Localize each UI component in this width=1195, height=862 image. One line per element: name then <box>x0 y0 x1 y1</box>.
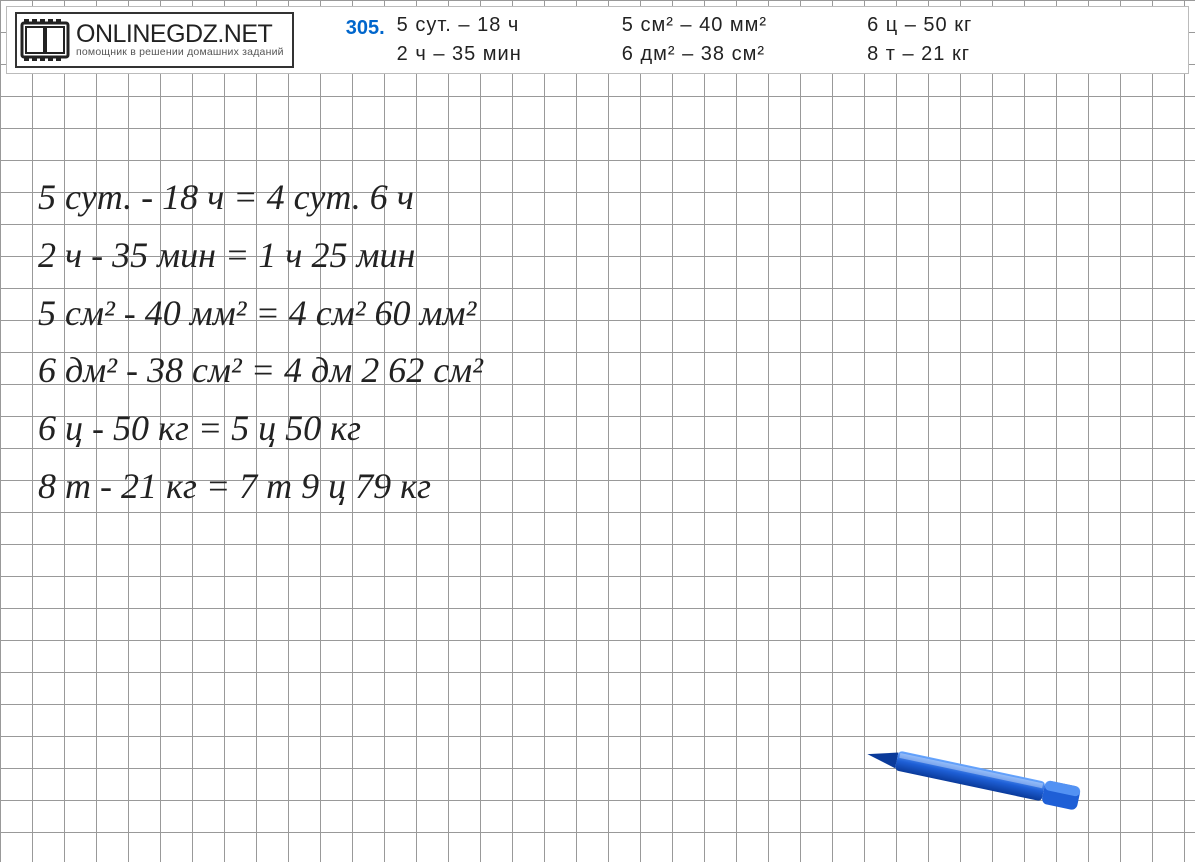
problem-col-1: 5 сут. – 18 ч 2 ч – 35 мин <box>397 14 522 66</box>
logo-subtitle: помощник в решении домашних заданий <box>76 47 284 58</box>
solution-line: 6 ц - 50 кг = 5 ц 50 кг <box>38 401 483 457</box>
logo-title: ONLINEGDZ.NET <box>76 22 284 47</box>
problem-col-3: 6 ц – 50 кг 8 т – 21 кг <box>867 14 972 66</box>
header-strip: ONLINEGDZ.NET помощник в решении домашни… <box>6 6 1189 74</box>
problem-number: 305. <box>346 11 385 40</box>
problem-text: 5 сут. – 18 ч <box>397 14 522 37</box>
solution-line: 8 т - 21 кг = 7 т 9 ц 79 кг <box>38 459 483 515</box>
handwritten-solutions: 5 сут. - 18 ч = 4 сут. 6 ч 2 ч - 35 мин … <box>38 170 483 517</box>
problem-text: 2 ч – 35 мин <box>397 43 522 66</box>
problem-statement: 305. 5 сут. – 18 ч 2 ч – 35 мин 5 см² – … <box>294 11 1180 69</box>
problem-text: 6 ц – 50 кг <box>867 14 972 37</box>
solution-line: 5 сут. - 18 ч = 4 сут. 6 ч <box>38 170 483 226</box>
site-logo: ONLINEGDZ.NET помощник в решении домашни… <box>15 12 294 68</box>
film-icon <box>20 17 70 63</box>
solution-line: 2 ч - 35 мин = 1 ч 25 мин <box>38 228 483 284</box>
logo-text: ONLINEGDZ.NET помощник в решении домашни… <box>76 22 284 58</box>
problem-col-2: 5 см² – 40 мм² 6 дм² – 38 см² <box>622 14 767 66</box>
problem-text: 5 см² – 40 мм² <box>622 14 767 37</box>
problem-text: 6 дм² – 38 см² <box>622 43 767 66</box>
solution-line: 6 дм² - 38 см² = 4 дм 2 62 см² <box>38 343 483 399</box>
problem-columns: 5 сут. – 18 ч 2 ч – 35 мин 5 см² – 40 мм… <box>397 14 973 66</box>
problem-text: 8 т – 21 кг <box>867 43 972 66</box>
solution-line: 5 см² - 40 мм² = 4 см² 60 мм² <box>38 286 483 342</box>
